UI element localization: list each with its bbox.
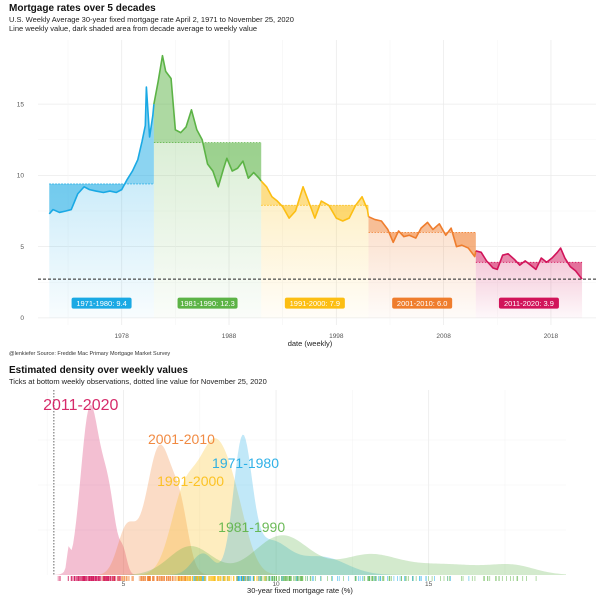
bottom-axis-labels: 5 10 15 (122, 581, 433, 588)
decade-deviation-area (261, 181, 369, 221)
top-decade-areas (49, 55, 583, 318)
top-chart-subtitle-2: Line weekly value, dark shaded area from… (9, 24, 257, 33)
top-axis-labels: 0 5 10 15 1978 1988 1998 2008 2018 (17, 101, 559, 340)
decade-badge (71, 297, 132, 309)
rug-ticks (57, 576, 537, 581)
top-y-tick-label: 15 (17, 101, 25, 108)
top-x-tick-label: 1988 (222, 333, 237, 340)
decade-badge (177, 297, 238, 309)
density-label: 1991-2000 (157, 473, 224, 489)
density-curve (38, 438, 566, 575)
top-decade-badges: 1971-1980: 9.4 1981-1990: 12.3 1991-2000: … (71, 297, 559, 309)
top-x-axis-label: date (weekly) (288, 339, 333, 348)
density-label: 2011-2020 (43, 397, 118, 414)
decade-deviation-area (49, 87, 154, 214)
bottom-x-tick-label: 10 (272, 581, 280, 588)
decade-average-area (153, 142, 262, 318)
weekly-rate-line (368, 215, 477, 258)
density-label: 1981-1990 (218, 519, 285, 535)
top-x-tick-label: 2018 (544, 333, 559, 340)
bottom-x-tick-label: 15 (425, 581, 433, 588)
top-chart-subtitle: U.S. Weekly Average 30-year fixed mortga… (9, 15, 294, 24)
top-x-tick-label: 1978 (114, 333, 129, 340)
top-x-tick-label: 1998 (329, 333, 344, 340)
decade-average-area (475, 262, 583, 318)
weekly-rate-line (153, 54, 262, 188)
density-curve (38, 404, 566, 575)
bottom-x-axis-label: 30-year fixed mortgage rate (%) (247, 586, 353, 595)
weekly-rate-line (475, 247, 583, 280)
decade-badge-label: 1971-1980: 9.4 (76, 299, 126, 308)
decade-badge-label: 2001-2010: 6.0 (397, 299, 447, 308)
density-curve (38, 444, 566, 575)
top-y-tick-label: 10 (17, 173, 25, 180)
density-curves (38, 404, 566, 575)
decade-badge-label: 1991-2000: 7.9 (290, 299, 340, 308)
decade-deviation-area (153, 55, 262, 187)
top-decade-lines (48, 54, 583, 280)
decade-badge (392, 297, 453, 309)
decade-badge (284, 297, 345, 309)
decade-badge-label: 2011-2020: 3.9 (504, 299, 554, 308)
density-labels: 2011-2020 2001-2010 1991-2000 1971-1980 1981… (43, 397, 285, 535)
bottom-chart-title: Estimated density over weekly values (9, 365, 188, 376)
decade-badge-label: 1981-1990: 12.3 (180, 299, 235, 308)
bottom-x-tick-label: 5 (122, 581, 126, 588)
weekly-rate-line (260, 180, 370, 222)
bottom-chart-subtitle: Ticks at bottom weekly observations, dot… (9, 377, 267, 386)
decade-badge (498, 297, 559, 309)
top-chart-title: Mortgage rates over 5 decades (9, 3, 156, 14)
top-y-tick-label: 0 (20, 315, 24, 322)
top-chart-caption: @lenkiefer Source: Freddie Mac Primary M… (9, 351, 170, 357)
top-y-tick-label: 5 (20, 244, 24, 251)
weekly-rate-line (48, 86, 155, 215)
density-label: 1971-1980 (212, 455, 279, 471)
density-curve (38, 535, 566, 575)
top-x-tick-label: 2008 (436, 333, 451, 340)
density-label: 2001-2010 (148, 431, 215, 447)
bottom-grid (38, 390, 566, 575)
